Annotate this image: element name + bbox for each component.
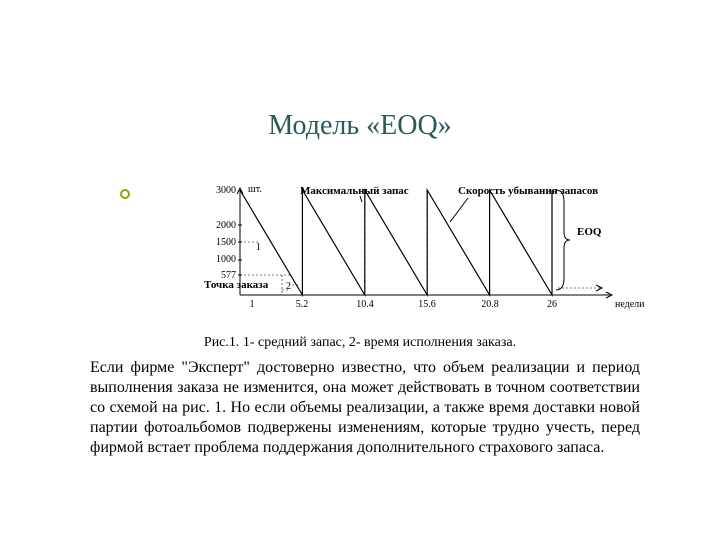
max-stock-label: Максимальный запас <box>300 185 409 197</box>
xtick-5.2: 5.2 <box>296 299 309 310</box>
leadtime-label: 2 <box>286 281 291 292</box>
xtick-10.4: 10.4 <box>356 299 374 310</box>
xtick-20.8: 20.8 <box>481 299 499 310</box>
xtick-15.6: 15.6 <box>418 299 436 310</box>
xtick-1: 1 <box>250 299 255 310</box>
page-title: Модель «EOQ» <box>0 110 720 142</box>
figure-caption: Рис.1. 1- средний запас, 2- время исполн… <box>0 335 720 351</box>
xtick-26: 26 <box>547 299 557 310</box>
midline-label: 1 <box>256 242 261 253</box>
body-paragraph: Если фирме "Эксперт" достоверно известно… <box>90 358 640 458</box>
depletion-label: Скорость убывания запасов <box>458 185 598 197</box>
ytick-3000: 3000 <box>216 185 236 196</box>
reorder-point-label: Точка заказа <box>204 279 269 291</box>
bullet-icon <box>120 189 130 199</box>
x-axis-label: недели <box>615 299 645 310</box>
ytick-2000: 2000 <box>216 220 236 231</box>
y-axis-label: шт. <box>248 184 262 195</box>
ytick-1000: 1000 <box>216 254 236 265</box>
eoq-chart: 3000 2000 1500 1000 577 шт. 1 5.2 10.4 1… <box>200 180 650 320</box>
ytick-1500: 1500 <box>216 237 236 248</box>
eoq-label: EOQ <box>577 226 602 238</box>
